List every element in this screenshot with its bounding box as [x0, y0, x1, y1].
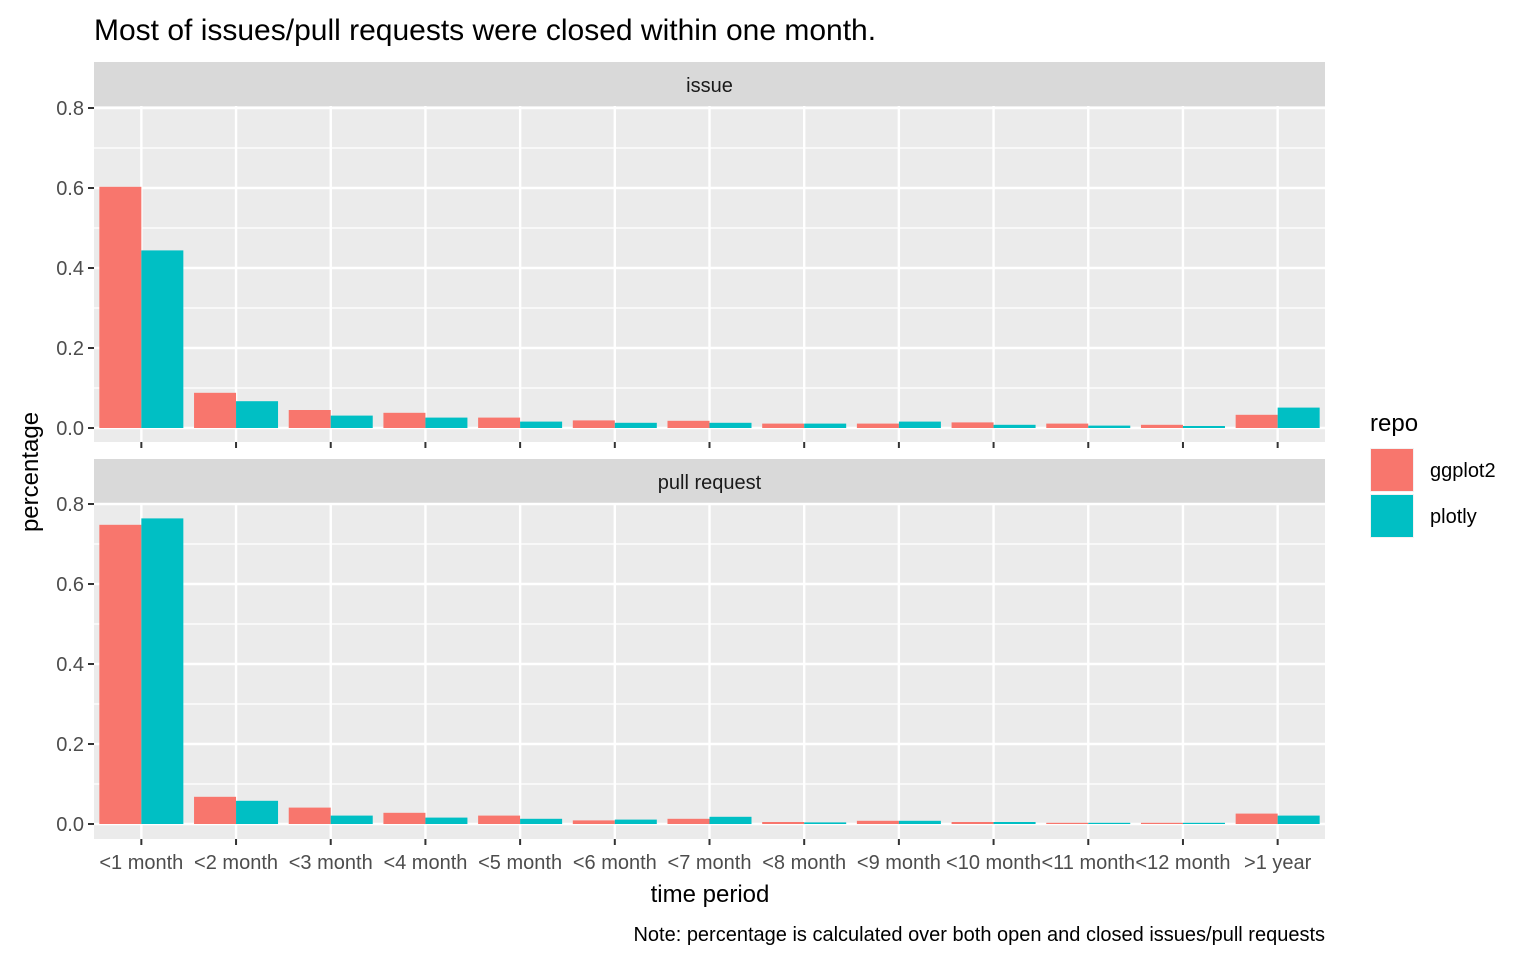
bar-ggplot2-11: [1046, 822, 1089, 824]
x-tick-label: <11 month: [1041, 852, 1135, 874]
bar-plotly-1: [141, 518, 184, 824]
facet-strip-label: pull request: [658, 472, 762, 494]
bar-ggplot2-6: [572, 820, 615, 824]
bar-plotly-8: [804, 423, 847, 428]
legend: repo ggplot2 plotly: [1370, 410, 1496, 538]
facet-strip: [94, 459, 1325, 503]
x-tick-label: >1 year: [1244, 852, 1312, 874]
x-axis-ticks: <1 month <2 month <3 month <4 month <5 month…: [99, 852, 1311, 874]
bar-plotly-4: [425, 417, 468, 428]
bar-ggplot2-12: [1140, 822, 1183, 824]
bar-plotly-6: [614, 422, 657, 428]
bar-plotly-11: [1088, 822, 1131, 824]
bar-plotly-12: [1182, 822, 1225, 824]
x-tick-label: <9 month: [857, 852, 941, 874]
chart-caption: Note: percentage is calculated over both…: [633, 924, 1325, 946]
legend-key-plotly: [1371, 495, 1413, 537]
bar-plotly-9: [898, 820, 941, 824]
bar-ggplot2-3: [288, 807, 331, 824]
bar-ggplot2-13: [1235, 813, 1278, 824]
bar-plotly-3: [330, 815, 373, 824]
y-tick-label: 0.4: [56, 654, 84, 676]
bar-plotly-8: [804, 822, 847, 824]
bar-plotly-9: [898, 421, 941, 428]
bar-plotly-12: [1182, 426, 1225, 428]
bar-plotly-5: [520, 421, 563, 428]
facet-strip: [94, 62, 1325, 106]
legend-title: repo: [1370, 410, 1418, 437]
y-axis-label: percentage: [17, 412, 44, 532]
x-tick-label: <2 month: [194, 852, 278, 874]
x-tick-label: <8 month: [762, 852, 846, 874]
legend-label: plotly: [1430, 506, 1477, 528]
bar-ggplot2-8: [762, 423, 805, 428]
bar-ggplot2-4: [383, 812, 426, 824]
bar-ggplot2-10: [951, 822, 994, 824]
y-tick-label: 0.6: [56, 574, 84, 596]
x-tick-label: <10 month: [946, 852, 1041, 874]
bar-plotly-10: [993, 822, 1036, 824]
bar-ggplot2-1: [99, 524, 142, 824]
y-tick-label: 0.6: [56, 178, 84, 200]
facet-panel: issue 0.0 0.2 0.4 0.6 0.8: [56, 62, 1325, 448]
bar-ggplot2-7: [667, 818, 710, 824]
bar-ggplot2-8: [762, 822, 805, 824]
y-tick-label: 0.2: [56, 338, 84, 360]
bar-plotly-13: [1277, 815, 1320, 824]
bar-plotly-2: [236, 800, 279, 824]
bar-ggplot2-5: [478, 815, 521, 824]
bar-ggplot2-2: [194, 796, 237, 824]
bar-ggplot2-4: [383, 412, 426, 428]
y-tick-label: 0.4: [56, 258, 84, 280]
bar-plotly-1: [141, 250, 184, 428]
bar-ggplot2-10: [951, 422, 994, 428]
bar-plotly-6: [614, 819, 657, 824]
bar-plotly-11: [1088, 425, 1131, 428]
facet-panel: pull request 0.0 0.2 0.4 0.6 0.8: [56, 459, 1325, 845]
bar-ggplot2-9: [856, 423, 899, 428]
facet-strip-label: issue: [686, 75, 733, 97]
bar-plotly-7: [709, 816, 752, 824]
y-tick-label: 0.8: [56, 494, 84, 516]
bar-plotly-7: [709, 422, 752, 428]
x-tick-label: <5 month: [478, 852, 562, 874]
bar-ggplot2-7: [667, 420, 710, 428]
legend-key-ggplot2: [1371, 449, 1413, 491]
bar-ggplot2-1: [99, 186, 142, 428]
bar-ggplot2-11: [1046, 423, 1089, 428]
bar-ggplot2-2: [194, 392, 237, 428]
bar-plotly-4: [425, 817, 468, 824]
bar-ggplot2-6: [572, 420, 615, 428]
x-tick-label: <6 month: [573, 852, 657, 874]
y-tick-label: 0.2: [56, 734, 84, 756]
bar-ggplot2-9: [856, 820, 899, 824]
bar-plotly-5: [520, 818, 563, 824]
bar-plotly-2: [236, 401, 279, 428]
bar-ggplot2-3: [288, 410, 331, 428]
x-axis-label: time period: [651, 881, 770, 908]
x-tick-label: <4 month: [383, 852, 467, 874]
y-tick-label: 0.0: [56, 418, 84, 440]
bar-plotly-3: [330, 415, 373, 428]
panels: issue 0.0 0.2 0.4 0.6 0.8 pull request 0.0 0.2 0.…: [56, 62, 1325, 845]
bar-plotly-13: [1277, 407, 1320, 428]
chart-title: Most of issues/pull requests were closed…: [94, 14, 876, 47]
bar-ggplot2-5: [478, 417, 521, 428]
x-tick-label: <12 month: [1135, 852, 1230, 874]
y-tick-label: 0.0: [56, 814, 84, 836]
bar-ggplot2-12: [1140, 424, 1183, 428]
x-tick-label: <1 month: [99, 852, 183, 874]
bar-ggplot2-13: [1235, 414, 1278, 428]
x-tick-label: <7 month: [668, 852, 752, 874]
legend-label: ggplot2: [1430, 460, 1496, 482]
x-tick-label: <3 month: [289, 852, 373, 874]
bar-plotly-10: [993, 424, 1036, 428]
y-tick-label: 0.8: [56, 98, 84, 120]
